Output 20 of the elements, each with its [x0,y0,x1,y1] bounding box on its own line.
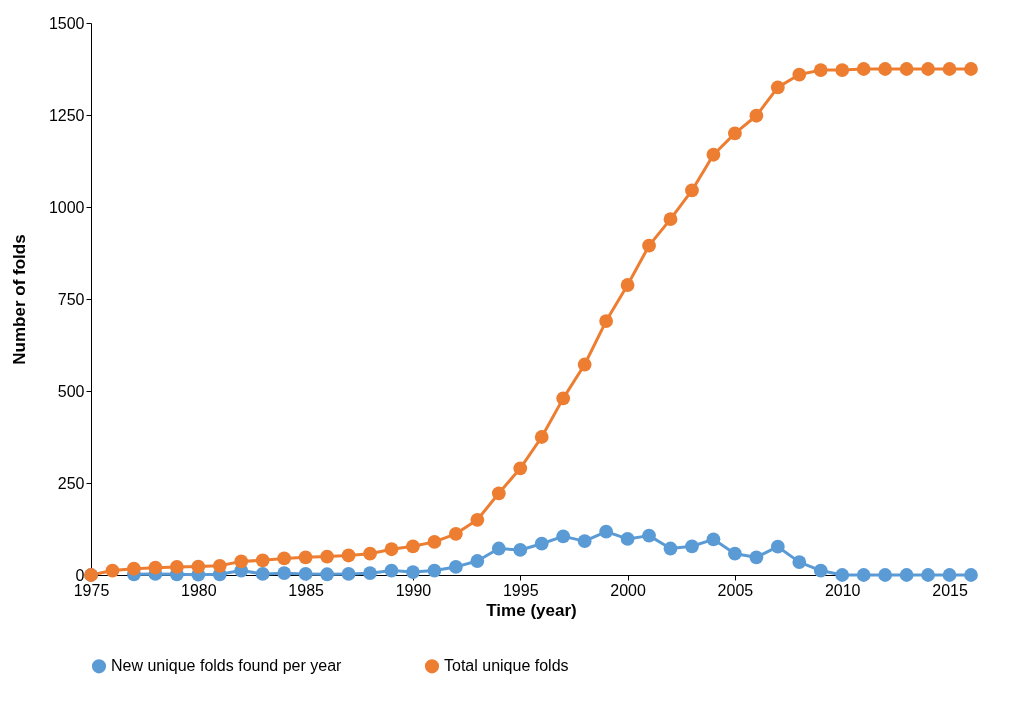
y-tick-label: 1000 [48,198,85,216]
x-tick-label: 2000 [610,581,646,599]
x-tick-label: 2010 [824,581,861,599]
x-tick-label: 1975 [73,581,110,599]
y-tick-label: 750 [57,290,85,308]
x-axis-title: Time (year) [486,600,577,620]
x-tick-label: 2015 [932,581,968,599]
y-axis-title: Number of folds [9,234,29,365]
x-tick-label: 1990 [395,581,432,599]
x-tick-label: 1980 [181,581,217,599]
y-tick-label: 500 [57,382,85,400]
legend-label: Total unique folds [444,657,569,675]
y-tick-label: 250 [57,474,85,492]
x-tick-label: 1985 [288,581,325,599]
y-tick-label: 1250 [48,106,85,124]
x-tick-label: 2005 [717,581,754,599]
x-tick-label: 1995 [502,581,539,599]
legend-label: New unique folds found per year [111,657,343,675]
y-tick-label: 0 [75,566,85,584]
y-tick-label: 1500 [48,14,85,32]
